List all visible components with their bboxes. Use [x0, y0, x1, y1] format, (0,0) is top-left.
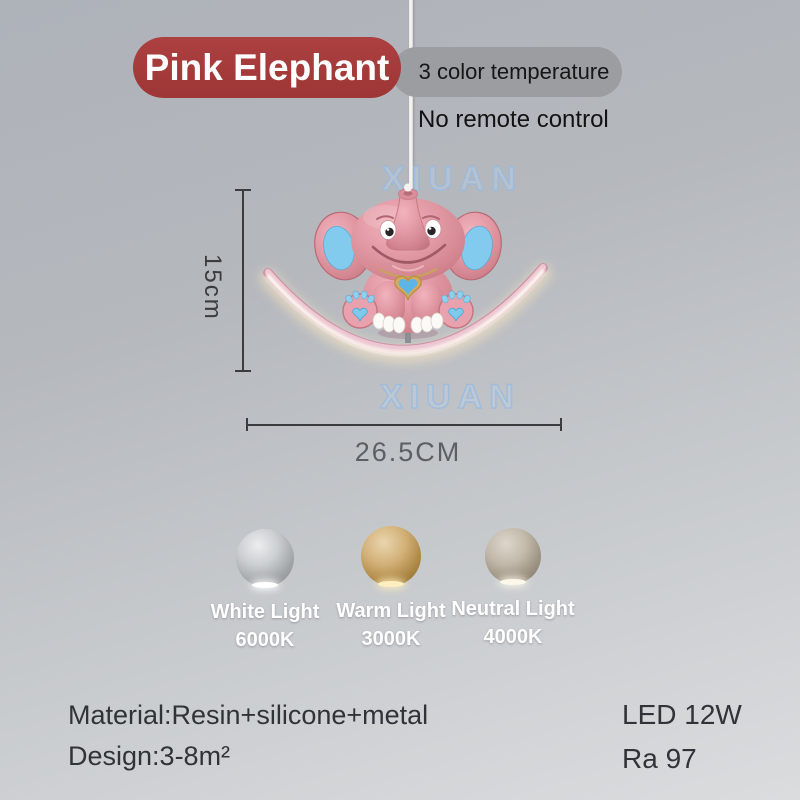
light-mode-label: Neutral Light: [451, 598, 575, 620]
light-mode-label: White Light: [210, 601, 320, 623]
light-mode-label: Warm Light: [336, 600, 446, 622]
elephant-trunk: [386, 183, 430, 251]
width-dimension-label: 26.5CM: [354, 437, 462, 467]
neutral-light-sphere: [485, 528, 541, 585]
elephant-figure: [314, 183, 502, 343]
light-mode-kelvin: 6000K: [235, 629, 295, 651]
product-name-badge: Pink Elephant: [133, 37, 401, 98]
led-arc: [259, 263, 552, 364]
light-mode-neutral: Neutral Light 4000K: [451, 528, 575, 649]
sphere-light-slit: [252, 582, 278, 588]
elephant-smile: [371, 243, 447, 272]
light-mode-kelvin: 4000K: [483, 626, 543, 648]
spec-material: Material:Resin+silicone+metal: [68, 700, 429, 730]
height-dimension-cap-bottom: [235, 370, 251, 372]
light-mode-white: White Light 6000K: [203, 529, 327, 652]
watermark-bottom: XIUAN: [379, 377, 521, 417]
heart-necklace: [378, 268, 438, 302]
height-dimension-label: 15cm: [199, 254, 226, 321]
elephant-left-foot-pad: [342, 290, 378, 329]
sphere-light-slit: [500, 579, 526, 585]
light-mode-kelvin: 3000K: [361, 628, 421, 650]
feature-badge: 3 color temperature: [392, 47, 622, 97]
elephant-toes: [372, 312, 444, 334]
light-mode-warm: Warm Light 3000K: [329, 526, 453, 651]
feature-badge-label: 3 color temperature: [418, 59, 610, 84]
elephant-eyes: [376, 215, 442, 240]
mount-pin: [405, 327, 411, 343]
elephant-right-foot-pad: [438, 290, 474, 329]
width-dimension-cap-right: [560, 418, 562, 431]
trunk-cord-connector: [404, 183, 412, 192]
height-dimension-line: [242, 190, 244, 372]
warm-light-sphere: [361, 526, 421, 587]
spec-design-area: Design:3-8m²: [68, 741, 231, 771]
sphere-light-slit: [378, 581, 404, 587]
width-dimension-cap-left: [246, 418, 248, 431]
white-light-sphere: [236, 529, 294, 588]
height-dimension-cap-top: [235, 189, 251, 191]
remote-note: No remote control: [418, 106, 609, 133]
product-name: Pink Elephant: [144, 46, 390, 88]
arc-led-glow: [265, 269, 546, 356]
arc-tube-highlight: [265, 264, 546, 352]
spec-led-power: LED 12W: [622, 699, 742, 730]
width-dimension-line: [247, 424, 562, 426]
spec-cri: Ra 97: [622, 743, 697, 774]
